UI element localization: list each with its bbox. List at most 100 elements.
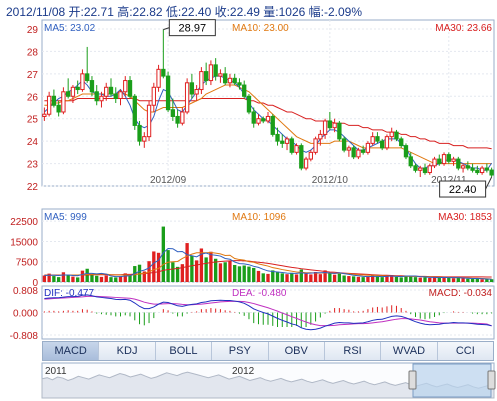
candle [203,71,209,82]
volume-bar [66,275,70,282]
volume-bar [328,272,332,282]
candle [142,136,147,142]
candle [270,115,275,135]
volume-bar [61,272,66,282]
candle [127,80,133,97]
volume-bar [418,277,422,282]
tab-macd[interactable]: MACD [43,342,100,360]
candle [313,138,318,153]
tab-boll[interactable]: BOLL [156,342,213,360]
candle [208,64,214,82]
price-tick-label: 26 [27,92,39,103]
volume-bar [71,276,75,282]
candle [294,145,299,153]
volume-tick-label: 22500 [10,217,38,228]
candle [123,80,128,93]
volume-bar [114,277,118,282]
candle [218,73,223,77]
candle [180,111,185,124]
ma5-legend: MA5: 23.02 [44,23,96,34]
volume-bar [190,255,194,282]
volume-bar [285,274,289,282]
candle [422,167,428,174]
volume-bar [209,251,213,282]
volume-bar [80,270,85,282]
volume-bar [42,275,47,282]
candle [146,104,152,138]
candle [85,73,90,82]
candle [360,149,366,153]
volume-tick-label: 0 [32,278,38,289]
volume-bar [175,266,180,282]
volume-ma30-legend: MA30: 1853 [438,212,492,223]
candle [242,84,247,97]
tab-obv[interactable]: OBV [269,342,325,360]
candle [189,82,195,95]
candle [475,169,480,174]
candle [256,118,261,124]
volume-bar [375,276,380,282]
volume-bar [199,248,204,282]
candle [61,91,66,113]
volume-bar [275,271,280,282]
volume-ma10-legend: MA10: 1096 [232,212,286,223]
tab-kdj[interactable]: KDJ [99,342,156,360]
volume-bar [233,264,237,282]
candle [151,86,156,106]
volume-bar [237,266,242,282]
tab-psy[interactable]: PSY [212,342,269,360]
macd-tick-label: -0.808 [10,331,39,342]
volume-bar [366,276,370,282]
price-tick-label: 23 [27,160,39,171]
candle [70,86,76,97]
candle [104,86,109,97]
volume-bar [299,269,303,282]
volume-bar [480,279,484,282]
candle [403,145,409,158]
candle [132,95,137,126]
volume-bar [451,278,456,282]
candle [66,91,71,97]
candle [384,136,390,149]
candle [303,158,309,169]
candle [280,140,285,144]
candle [427,165,432,174]
ma30-legend: MA30: 23.66 [435,23,492,34]
price-panel [41,19,495,187]
volume-bar [294,274,299,282]
tab-rsi[interactable]: RSI [325,342,382,360]
volume-bar [271,270,275,282]
candle [108,86,114,95]
candle [118,91,123,100]
candle [465,165,470,169]
volume-bar [361,277,365,282]
volume-bar [242,265,246,282]
volume-bar [128,275,132,282]
candle [432,158,437,167]
volume-bar [456,277,460,282]
volume-bar [351,276,356,282]
candle [437,158,442,165]
volume-bar [47,273,51,282]
candle [194,89,199,95]
volume-bar [161,226,165,282]
volume-bar [185,243,189,282]
indicator-tabs: MACD KDJ BOLL PSY OBV RSI WVAD CCI [42,341,494,361]
volume-bar [409,275,413,282]
tab-wvad[interactable]: WVAD [381,342,438,360]
candle [380,140,385,149]
tab-cci[interactable]: CCI [455,345,475,357]
candle [456,158,461,169]
candle [479,167,485,174]
candle [308,151,313,160]
candle [165,75,171,111]
volume-bar [213,258,218,282]
volume-bar [470,279,475,282]
candle [227,77,233,84]
candle [389,131,394,138]
volume-bar [266,273,270,282]
candle [332,122,337,129]
candle [223,73,228,84]
candle [289,138,294,153]
volume-ma5-line [44,247,492,280]
